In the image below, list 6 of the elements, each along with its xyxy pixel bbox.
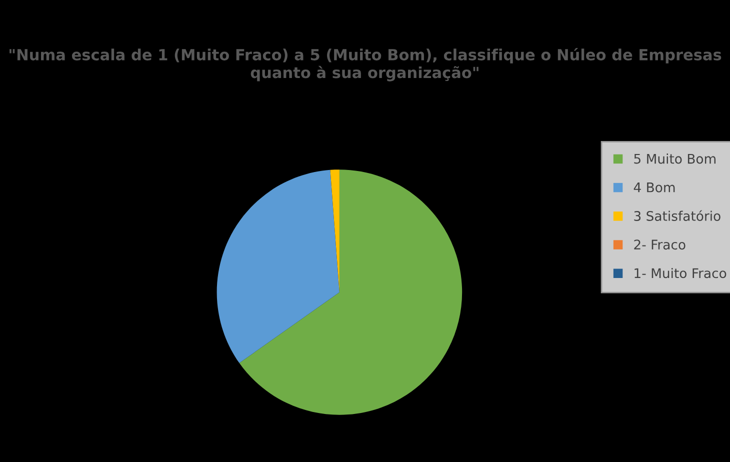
legend-label: 5 Muito Bom bbox=[634, 154, 716, 164]
legend-label: 3 Satisfatório bbox=[634, 210, 720, 221]
chart-title: "Numa escala de 1 (Muito Fraco) a 5 (Muito Bom), classifique o Núleo de Empresas quanto à sua organização" bbox=[10, 48, 722, 82]
legend-label: 1- Muito Fraco bbox=[634, 268, 726, 278]
legend-label: 2- Fraco bbox=[634, 240, 686, 250]
legend-label: 4 Bom bbox=[634, 182, 675, 192]
